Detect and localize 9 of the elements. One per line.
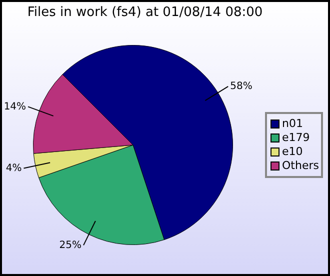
legend-label: e179 — [282, 130, 310, 144]
legend-label: n01 — [282, 116, 303, 130]
data-label: 14% — [4, 101, 26, 112]
chart-title: Files in work (fs4) at 01/08/14 08:00 — [27, 4, 263, 20]
data-label: 58% — [230, 81, 252, 92]
data-label: 25% — [59, 240, 82, 251]
legend-label: e10 — [282, 144, 303, 158]
legend-label: Others — [282, 158, 320, 172]
data-label: 4% — [6, 162, 22, 174]
